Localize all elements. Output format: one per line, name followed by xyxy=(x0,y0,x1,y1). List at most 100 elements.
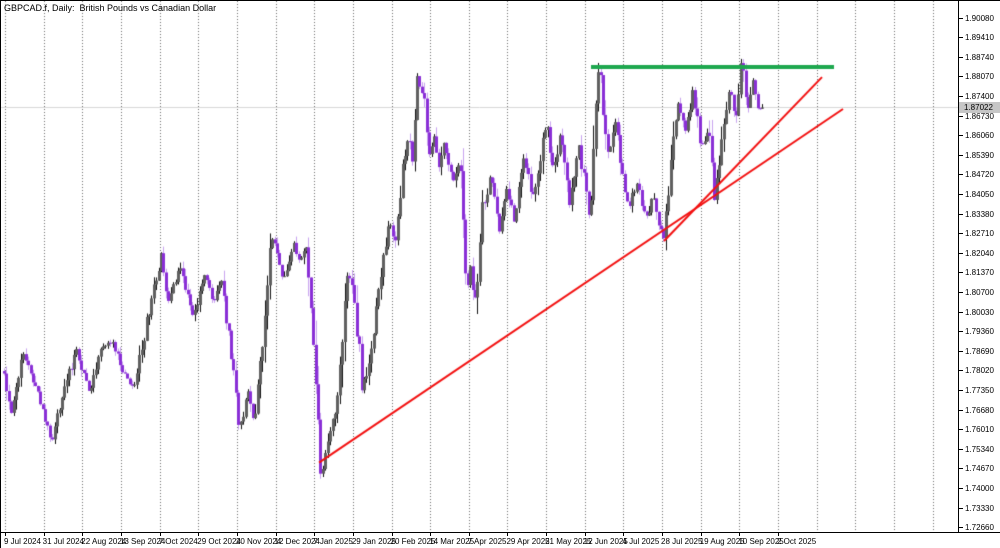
time-axis-tick xyxy=(236,533,238,536)
price-axis-tick xyxy=(959,213,963,215)
time-axis-label: 19 Aug 2025 xyxy=(699,537,745,546)
time-axis-label: 7 Jan 2025 xyxy=(313,537,353,546)
price-axis-label: 1.73330 xyxy=(965,503,994,513)
price-axis-tick xyxy=(959,389,963,391)
time-axis-label: 20 Nov 2024 xyxy=(235,537,282,546)
time-axis-tick xyxy=(314,533,316,536)
price-axis-tick xyxy=(959,527,963,529)
time-axis-tick xyxy=(120,533,122,536)
price-axis-tick xyxy=(959,154,963,156)
time-axis-label: 4 Jul 2025 xyxy=(622,537,660,546)
chart-title: GBPCAD.f, Daily: British Pounds vs Canad… xyxy=(4,3,217,13)
time-axis-tick xyxy=(662,533,664,536)
price-axis-label: 1.81370 xyxy=(965,268,994,278)
price-axis-tick xyxy=(959,370,963,372)
price-axis-tick xyxy=(959,233,963,235)
price-axis-label: 1.84050 xyxy=(965,189,994,199)
price-axis-label: 1.85390 xyxy=(965,150,994,160)
price-axis-label: 1.87400 xyxy=(965,91,994,101)
price-axis-label: 1.90080 xyxy=(965,13,994,23)
price-axis-label: 1.77350 xyxy=(965,385,994,395)
price-axis-tick xyxy=(959,350,963,352)
price-axis-tick xyxy=(959,507,963,509)
price-axis-label: 1.86730 xyxy=(965,111,994,121)
price-axis-label: 1.74670 xyxy=(965,464,994,474)
time-axis-tick xyxy=(584,533,586,536)
time-axis-label: 12 Dec 2024 xyxy=(274,537,320,546)
time-axis-label: 21 May 2025 xyxy=(545,537,592,546)
time-axis-tick xyxy=(546,533,548,536)
price-axis-label: 1.74000 xyxy=(965,483,994,493)
price-axis[interactable]: 1.90080 1.89410 1.88740 1.88070 1.87400 1.867… xyxy=(958,1,1000,532)
time-axis-label: 10 Sep 2025 xyxy=(738,537,784,546)
price-axis-label: 1.78020 xyxy=(965,366,994,376)
price-axis-tick xyxy=(959,311,963,313)
price-axis-tick xyxy=(959,331,963,333)
price-axis-label: 1.79360 xyxy=(965,327,994,337)
time-axis-label: 14 Mar 2025 xyxy=(429,537,475,546)
price-axis-tick xyxy=(959,468,963,470)
current-price-value: 1.87022 xyxy=(964,102,993,112)
time-axis-label: 29 Apr 2025 xyxy=(506,537,550,546)
time-axis-tick xyxy=(352,533,354,536)
time-axis-label: 29 Oct 2024 xyxy=(197,537,241,546)
time-axis-tick xyxy=(700,533,702,536)
price-axis-tick xyxy=(959,95,963,97)
price-axis-tick xyxy=(959,193,963,195)
price-axis-tick xyxy=(959,429,963,431)
price-axis-label: 1.88070 xyxy=(965,72,994,82)
price-axis-tick xyxy=(959,272,963,274)
price-axis-label: 1.75340 xyxy=(965,444,994,454)
price-axis-tick xyxy=(959,252,963,254)
time-axis-label: 22 Aug 2024 xyxy=(81,537,127,546)
time-axis-label: 13 Sep 2024 xyxy=(119,537,166,546)
time-axis-label: 31 Jul 2024 xyxy=(42,537,85,546)
price-axis-label: 1.84720 xyxy=(965,170,994,180)
price-axis-label: 1.82040 xyxy=(965,248,994,258)
time-axis-label: 20 Feb 2025 xyxy=(390,537,436,546)
price-axis-label: 1.89410 xyxy=(965,33,994,43)
price-axis-label: 1.80700 xyxy=(965,287,994,297)
price-axis-label: 1.76010 xyxy=(965,425,994,435)
time-axis-tick xyxy=(739,533,741,536)
time-axis-label: 29 Jan 2025 xyxy=(351,537,396,546)
price-chart-canvas[interactable] xyxy=(1,1,958,532)
price-axis-label: 1.72660 xyxy=(965,523,994,533)
time-axis-tick xyxy=(430,533,432,536)
time-axis-label: 7 Oct 2024 xyxy=(158,537,198,546)
time-axis-tick xyxy=(43,533,45,536)
price-axis-tick xyxy=(959,291,963,293)
price-axis-label: 1.88740 xyxy=(965,52,994,62)
time-axis-tick xyxy=(275,533,277,536)
time-axis-label: 12 Jun 2025 xyxy=(583,537,628,546)
price-axis-label: 1.80030 xyxy=(965,307,994,317)
price-axis-tick xyxy=(959,56,963,58)
price-axis-tick xyxy=(959,115,963,117)
time-axis-tick xyxy=(778,533,779,536)
price-axis-label: 1.78690 xyxy=(965,346,994,356)
price-axis-tick xyxy=(959,174,963,176)
price-axis-tick xyxy=(959,487,963,489)
time-axis-tick xyxy=(198,533,200,536)
price-axis-tick xyxy=(959,135,963,137)
price-axis-label: 1.76680 xyxy=(965,405,994,415)
time-axis-tick xyxy=(5,533,6,536)
price-axis-tick xyxy=(959,37,963,39)
time-axis-tick xyxy=(507,533,509,536)
time-axis-tick xyxy=(468,533,470,536)
price-axis-tick xyxy=(959,448,963,450)
price-axis-label: 1.83380 xyxy=(965,209,994,219)
time-axis-tick xyxy=(391,533,393,536)
price-axis-tick xyxy=(959,76,963,78)
current-price-tag: 1.87022 xyxy=(959,101,1000,113)
time-axis-label: 2 Oct 2025 xyxy=(777,537,817,546)
price-axis-label: 1.82710 xyxy=(965,229,994,239)
price-axis-label: 1.86060 xyxy=(965,131,994,141)
time-axis-label: 28 Jul 2025 xyxy=(661,537,703,546)
time-axis[interactable]: 9 Jul 2024 31 Jul 2024 22 Aug 2024 13 Sep 2… xyxy=(1,532,1000,548)
time-axis-tick xyxy=(159,533,161,536)
time-axis-tick xyxy=(623,533,625,536)
price-axis-tick xyxy=(959,17,963,19)
time-axis-label: 7 Apr 2025 xyxy=(467,537,507,546)
